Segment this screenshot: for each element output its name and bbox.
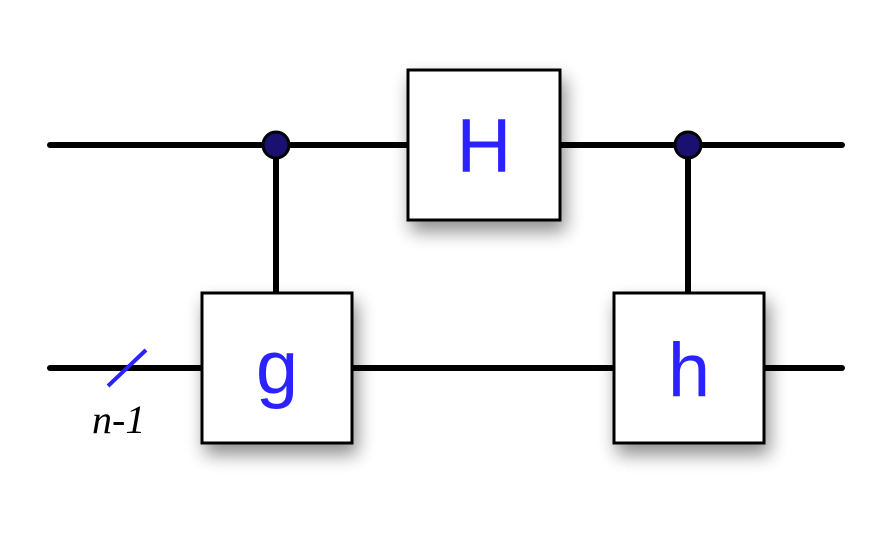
gate-H-box [406, 68, 562, 222]
gate-h [612, 291, 766, 445]
gate-H-label: H [457, 104, 512, 189]
gate-g-box [200, 291, 354, 445]
gate-H [406, 68, 562, 222]
bus-slash [106, 348, 148, 388]
register-size-label: n-1 [92, 397, 145, 442]
control-dot-g [261, 130, 291, 160]
gate-h-box [612, 291, 766, 445]
control-dot-h [673, 130, 703, 160]
gate-g [200, 291, 354, 445]
gate-g-label: g [256, 325, 298, 410]
gate-h-label: h [668, 328, 710, 413]
